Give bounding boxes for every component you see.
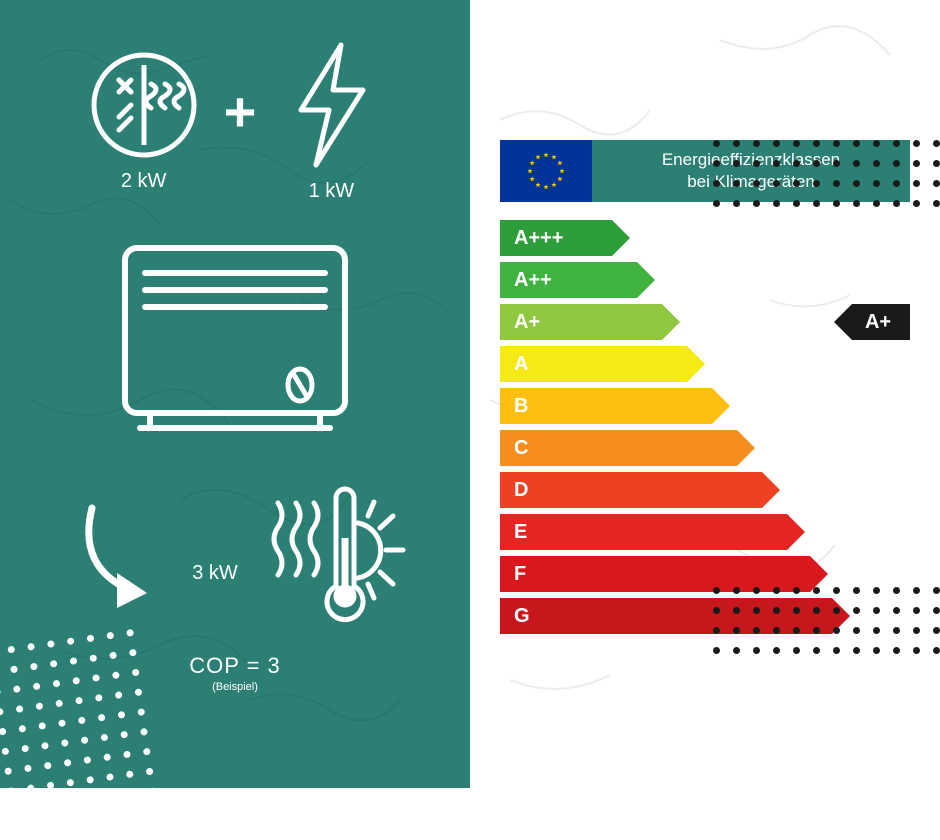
efficiency-bar-E: E [500,514,805,550]
energy-label-panel: Energieeffizienzklassen bei Klimageräten… [470,0,940,788]
efficiency-bars: A+++A++A+ABCDEFGA+ [500,220,910,634]
fan-block: 2 kW [89,50,199,193]
dot-grid-top [713,140,940,207]
plus-icon: + [224,84,257,140]
ac-unit-icon [115,238,355,443]
input-row: 2 kW + 1 kW [30,40,440,203]
dot-grid-bottom [713,587,940,654]
cop-subtitle: (Beispiel) [189,681,281,693]
efficiency-bar-Aplusplus: A++ [500,262,655,298]
eu-flag-icon [500,140,592,202]
efficiency-bar-B: B [500,388,730,424]
thermometer-sun-icon [258,478,408,628]
bolt-kw-label: 1 kW [309,180,355,203]
lightning-icon [281,40,381,170]
efficiency-bar-Aplus: A+ [500,304,680,340]
selected-rating-pointer: A+ [834,304,910,340]
efficiency-bar-D: D [500,472,780,508]
curved-arrow-icon [62,493,172,613]
cop-footer: COP = 3 (Beispiel) [189,653,281,693]
bolt-block: 1 kW [281,40,381,203]
cop-illustration-panel: 2 kW + 1 kW [0,0,470,788]
efficiency-bar-A: A [500,346,705,382]
output-row: 3 kW [30,478,440,628]
fan-heat-icon [89,50,199,160]
cop-value: COP = 3 [189,653,281,679]
efficiency-bar-C: C [500,430,755,466]
output-kw-label: 3 kW [192,562,238,585]
fan-kw-label: 2 kW [121,170,167,193]
efficiency-bar-Aplusplusplus: A+++ [500,220,630,256]
